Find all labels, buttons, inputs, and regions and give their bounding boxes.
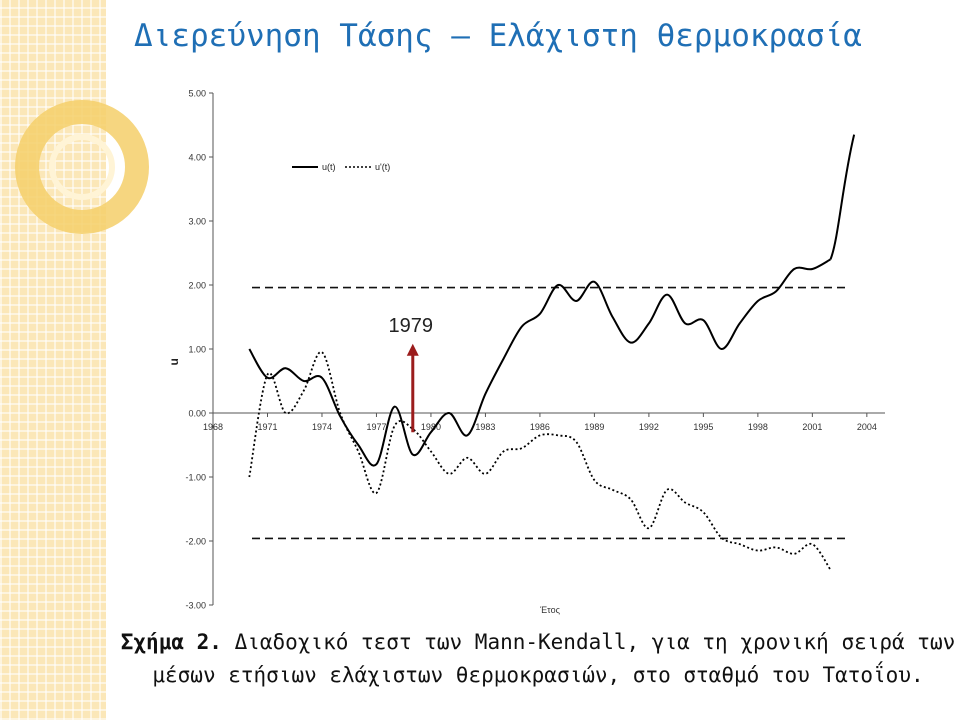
data-point-u-prime [666, 489, 667, 490]
series-line-u-tail [829, 134, 856, 260]
data-point-u [503, 358, 504, 359]
data-point-u [794, 268, 795, 269]
data-point-u-prime [685, 502, 686, 503]
x-tick-label: 2001 [802, 422, 822, 432]
data-point-u-prime [358, 451, 359, 452]
annotation-arrow-head [406, 343, 419, 356]
data-point-u [576, 300, 577, 301]
data-point-u-prime [576, 441, 577, 442]
data-point-u [394, 406, 395, 407]
data-point-u-prime [594, 480, 595, 481]
data-point-u [703, 320, 704, 321]
data-point-u-prime [303, 390, 304, 391]
caption-lead: Σχήμα 2. [120, 630, 222, 654]
data-point-u [249, 348, 250, 349]
data-point-u-prime [703, 512, 704, 513]
data-point-u [630, 342, 631, 343]
data-point-u-prime [648, 528, 649, 529]
data-point-u-prime [267, 374, 268, 375]
data-point-u-prime [521, 448, 522, 449]
data-point-u-prime [285, 412, 286, 413]
y-tick-label: 0.00 [188, 409, 206, 419]
data-point-u-prime [430, 451, 431, 452]
y-tick-label: 3.00 [188, 217, 206, 227]
x-tick-label: 1992 [639, 422, 659, 432]
data-point-u [412, 454, 413, 455]
x-tick-label: 1968 [203, 422, 223, 432]
data-point-u-prime [340, 412, 341, 413]
data-point-u-prime [539, 435, 540, 436]
legend-label-u-prime: u'(t) [375, 162, 390, 172]
data-point-u-prime [739, 544, 740, 545]
data-point-u-prime [485, 473, 486, 474]
data-point-u [539, 313, 540, 314]
data-point-u [594, 281, 595, 282]
x-tick-label: 2004 [857, 422, 877, 432]
y-tick-label: 2.00 [188, 281, 206, 291]
data-point-u-prime [394, 425, 395, 426]
data-point-u [739, 323, 740, 324]
data-point-u-prime [249, 476, 250, 477]
x-tick-label: 1989 [584, 422, 604, 432]
data-point-u-prime [830, 569, 831, 570]
y-axis-label: u [167, 358, 181, 365]
data-point-u-prime [557, 435, 558, 436]
x-tick-label: 1974 [312, 422, 332, 432]
slide-title: Διερεύνηση Τάσης – Ελάχιστη θερμοκρασία [134, 18, 862, 54]
data-point-u-prime [630, 499, 631, 500]
data-point-u [775, 291, 776, 292]
data-point-u-prime [721, 537, 722, 538]
data-point-u-prime [321, 352, 322, 353]
x-tick-label: 1983 [475, 422, 495, 432]
data-point-u-prime [612, 489, 613, 490]
legend-label-u: u(t) [322, 162, 336, 172]
data-point-u [340, 416, 341, 417]
x-tick-label: 1977 [366, 422, 386, 432]
annotation-label: 1979 [389, 315, 434, 337]
x-tick-label: 1986 [530, 422, 550, 432]
data-point-u-prime [467, 457, 468, 458]
data-point-u-prime [775, 547, 776, 548]
data-point-u-prime [812, 544, 813, 545]
data-point-u [376, 464, 377, 465]
x-tick-label: 1995 [693, 422, 713, 432]
caption-text: Διαδοχικό τεστ των Mann-Kendall, για τη … [152, 630, 956, 687]
data-point-u-prime [376, 492, 377, 493]
y-tick-label: -2.00 [185, 537, 206, 547]
data-point-u [303, 380, 304, 381]
data-point-u [485, 393, 486, 394]
x-axis-label: Έτος [539, 605, 560, 615]
data-point-u [648, 323, 649, 324]
data-point-u [467, 435, 468, 436]
data-point-u [612, 316, 613, 317]
data-point-u [449, 412, 450, 413]
data-point-u [321, 377, 322, 378]
series-line-u-prime [248, 351, 832, 571]
data-point-u [721, 348, 722, 349]
data-point-u-prime [794, 553, 795, 554]
data-point-u [685, 323, 686, 324]
x-tick-label: 1980 [421, 422, 441, 432]
data-point-u [430, 432, 431, 433]
figure-caption: Σχήμα 2. Διαδοχικό τεστ των Mann-Kendall… [120, 626, 956, 692]
x-tick-label: 1998 [748, 422, 768, 432]
data-point-u [557, 284, 558, 285]
data-point-u-prime [449, 473, 450, 474]
decorative-ring-icon [15, 100, 149, 234]
y-tick-label: -3.00 [185, 601, 206, 611]
data-point-u [285, 368, 286, 369]
data-point-u [757, 300, 758, 301]
y-tick-label: 5.00 [188, 89, 206, 99]
data-point-u-prime [503, 451, 504, 452]
x-tick-label: 1971 [257, 422, 277, 432]
data-point-u [666, 294, 667, 295]
data-point-u [358, 444, 359, 445]
y-tick-label: 4.00 [188, 153, 206, 163]
data-point-u [521, 326, 522, 327]
data-point-u-prime [757, 550, 758, 551]
y-tick-label: 1.00 [188, 345, 206, 355]
data-point-u [812, 268, 813, 269]
y-tick-label: -1.00 [185, 473, 206, 483]
